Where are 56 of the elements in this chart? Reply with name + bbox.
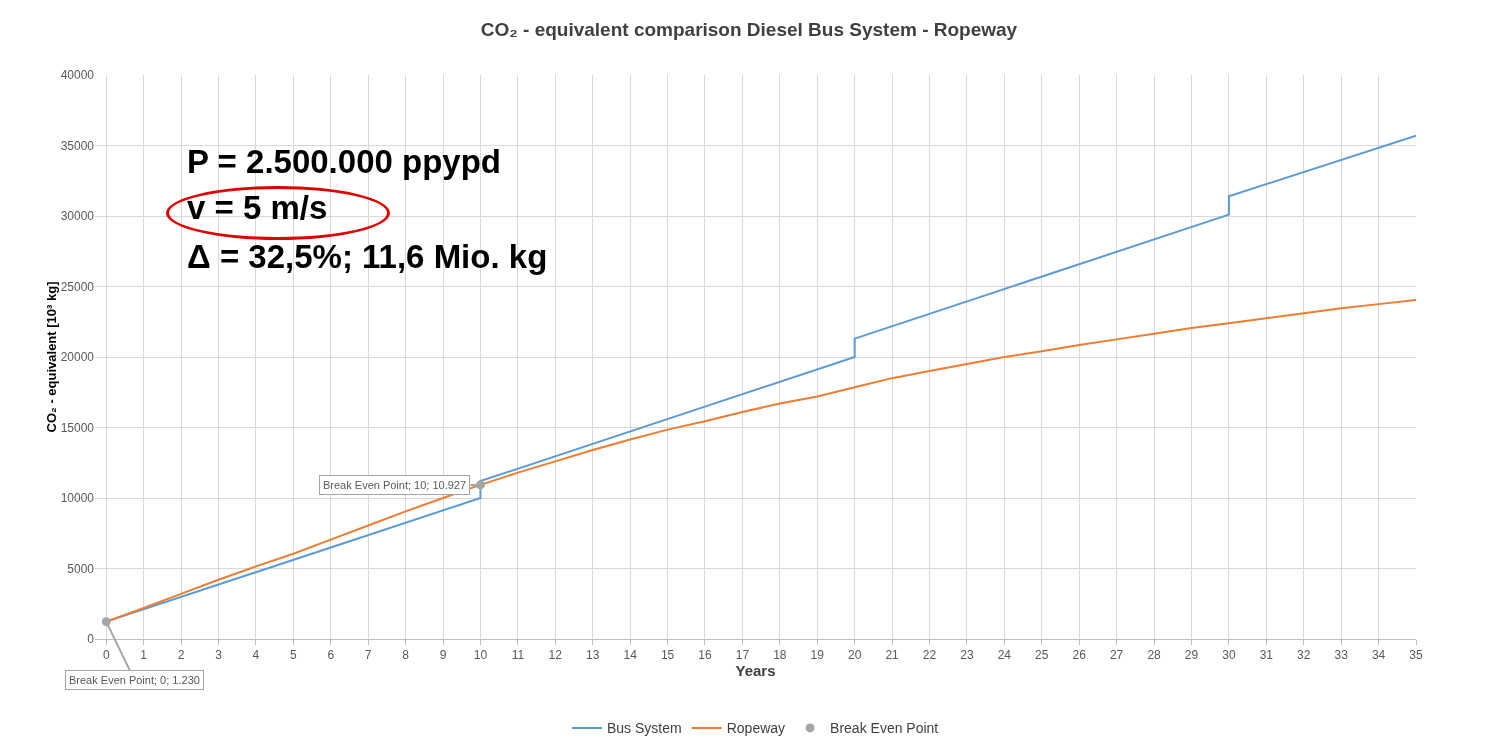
x-tick-label: 24 (997, 648, 1012, 663)
x-tick-label: 33 (1334, 648, 1349, 663)
annotation: P = 2.500.000 ppypd (187, 143, 501, 180)
x-tick-label: 21 (885, 648, 900, 663)
annotation: Break Even Point; 10; 10.927 (323, 479, 467, 491)
y-tick-label: 5000 (67, 561, 95, 576)
y-tick-label: 15000 (60, 420, 95, 435)
x-tick-label: 29 (1184, 648, 1199, 663)
x-tick-label: 17 (735, 648, 750, 663)
x-tick-label: 5 (290, 648, 297, 663)
x-tick-label: 14 (623, 648, 638, 663)
annotation: Δ = 32,5%; 11,6 Mio. kg (187, 238, 548, 275)
y-tick-label: 40000 (60, 68, 95, 83)
x-tick-label: 0 (102, 648, 110, 663)
x-tick-label: 18 (773, 648, 787, 663)
x-tick-label: 20 (847, 648, 862, 663)
y-tick-label: 20000 (60, 350, 95, 365)
x-tick-label: 19 (810, 648, 825, 663)
x-tick-label: 11 (511, 648, 525, 663)
x-tick-label: 6 (327, 648, 335, 663)
x-tick-label: 1 (140, 648, 148, 663)
x-tick-label: 3 (215, 648, 223, 663)
x-tick-label: 10 (473, 648, 488, 663)
x-tick-label: 23 (960, 648, 974, 663)
x-tick-label: 30 (1222, 648, 1236, 663)
x-tick-label: 25 (1035, 648, 1049, 663)
x-tick-label: 7 (364, 648, 372, 663)
y-tick-label: 10000 (60, 491, 95, 506)
y-tick-label: 35000 (60, 138, 95, 153)
y-tick-label: 25000 (60, 279, 95, 294)
x-tick-label: 31 (1259, 648, 1274, 663)
y-axis-title: CO₂ - equivalent [10³ kg] (43, 281, 59, 433)
x-axis-title: Years (735, 662, 776, 680)
legend-label: Break Even Point (830, 720, 939, 737)
x-tick-label: 22 (922, 648, 937, 663)
x-tick-label: 12 (548, 648, 563, 663)
x-tick-label: 34 (1371, 648, 1386, 663)
legend-label: Bus System (607, 720, 682, 737)
x-tick-label: 27 (1109, 648, 1124, 663)
legend-label: Ropeway (726, 720, 786, 737)
x-tick-label: 26 (1072, 648, 1087, 663)
x-tick-label: 16 (698, 648, 712, 663)
x-tick-label: 32 (1297, 648, 1311, 663)
y-tick-label: 0 (87, 632, 95, 647)
x-tick-label: 15 (660, 648, 675, 663)
x-tick-label: 9 (439, 648, 447, 663)
x-tick-label: 28 (1147, 648, 1162, 663)
x-tick-label: 35 (1409, 648, 1423, 663)
y-tick-label: 30000 (60, 209, 95, 224)
annotation: Break Even Point; 0; 1.230 (69, 674, 200, 686)
x-tick-label: 8 (402, 648, 410, 663)
x-tick-label: 13 (586, 648, 600, 663)
annotation: v = 5 m/s (187, 189, 328, 226)
x-tick-label: 2 (177, 648, 185, 663)
chart-title: CO₂ - equivalent comparison Diesel Bus System - Ropeway (480, 18, 1018, 40)
x-tick-label: 4 (252, 648, 260, 663)
